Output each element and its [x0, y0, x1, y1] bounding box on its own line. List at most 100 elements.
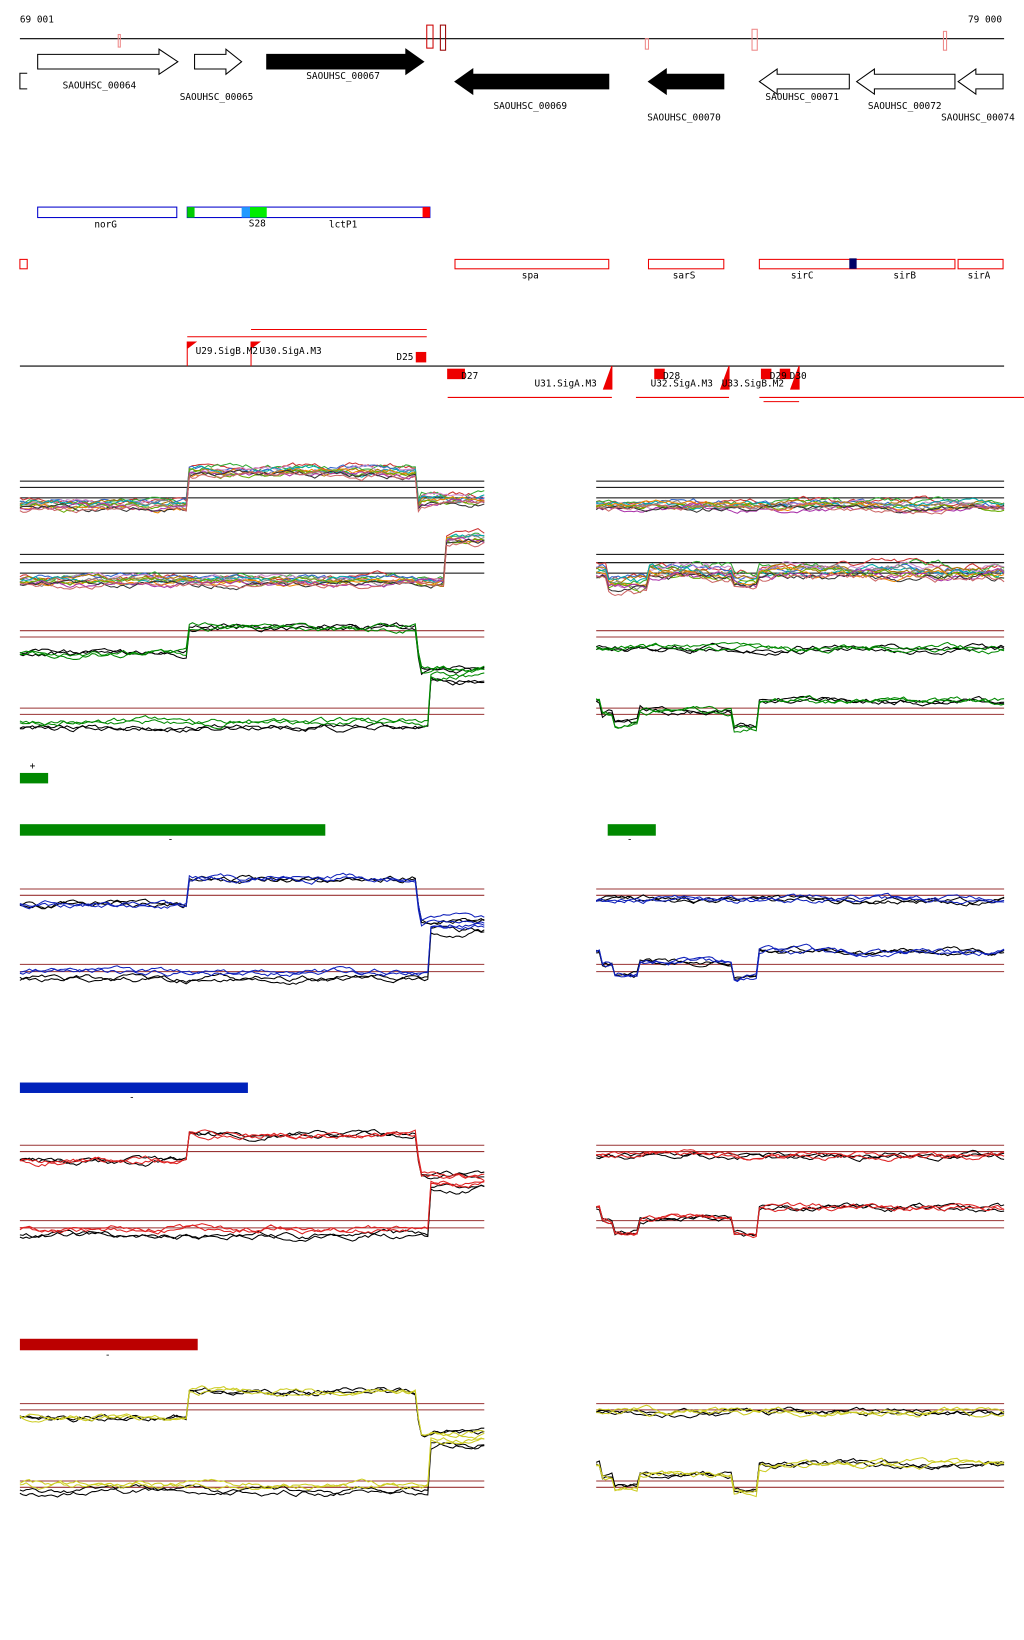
promoter — [760, 368, 772, 380]
promoter-label: U32.SigA.M3 — [651, 378, 713, 389]
promoter-label: U33.SigB.M2 — [722, 378, 784, 389]
ruler — [19, 24, 1005, 51]
strand-bar — [19, 1082, 248, 1093]
feature-mark — [849, 258, 857, 269]
signal-trace — [19, 470, 485, 513]
strand-label: - — [129, 1093, 135, 1104]
promoter-label: D29 — [770, 371, 787, 382]
promoter-label: D28 — [663, 371, 680, 382]
signal-trace — [595, 564, 1005, 591]
gene-arrow — [194, 48, 243, 76]
strand-bar — [19, 1338, 198, 1351]
signal-trace — [596, 1457, 1005, 1493]
feature-box — [647, 258, 725, 270]
feature-label: sirC — [791, 271, 814, 282]
signal-trace — [19, 622, 485, 672]
strand-bar — [607, 824, 656, 836]
signal-trace — [596, 567, 1005, 591]
signal-trace — [19, 921, 485, 978]
strand-label: + — [30, 761, 36, 772]
signal-trace — [19, 676, 485, 733]
signal-trace — [19, 876, 485, 925]
signal-trace — [596, 642, 1005, 656]
gene-label: SAOUHSC_00074 — [941, 113, 1015, 124]
signal-trace — [19, 622, 485, 674]
marker — [426, 24, 434, 49]
strand-bar — [19, 824, 326, 836]
signal-trace — [595, 944, 1005, 982]
gene-label: SAOUHSC_00069 — [493, 101, 567, 112]
feature-label: norG — [94, 219, 117, 230]
promoter-label: U31.SigA.M3 — [534, 378, 596, 389]
feature-box — [186, 206, 431, 219]
promoter-label: D30 — [790, 371, 807, 382]
gene-label: SAOUHSC_00070 — [647, 113, 721, 124]
gene-arrow — [266, 48, 425, 76]
feature-label: sarS — [673, 271, 696, 282]
marker — [644, 38, 650, 50]
signal-trace — [595, 694, 1005, 732]
feature-box — [37, 206, 178, 219]
signal-trace — [19, 874, 485, 921]
signal-trace — [596, 1202, 1005, 1237]
feature-box — [957, 258, 1004, 270]
signal-trace — [19, 924, 485, 976]
signal-trace — [19, 538, 485, 585]
signal-trace — [595, 504, 1005, 514]
marker — [439, 24, 447, 51]
feature-label: spa — [522, 271, 539, 282]
signal-trace — [596, 503, 1005, 514]
signal-trace — [19, 1387, 485, 1440]
promoter — [415, 351, 427, 363]
signal-trace — [19, 925, 485, 985]
signal-trace — [595, 557, 1005, 581]
gene-arrow — [957, 68, 1004, 96]
signal-trace — [19, 462, 485, 506]
feature-mark — [187, 207, 195, 218]
signal-trace — [596, 642, 1005, 655]
promoter — [186, 341, 198, 367]
feature-label: sirA — [968, 271, 991, 282]
feature-box — [758, 258, 956, 270]
signal-trace — [595, 643, 1005, 656]
signal-trace — [19, 532, 485, 584]
feature-label: S28 — [249, 218, 266, 229]
marker — [942, 30, 948, 51]
signal-trace — [596, 894, 1005, 905]
signal-trace — [19, 1437, 485, 1491]
signal-trace — [19, 1385, 485, 1438]
signal-trace — [596, 502, 1005, 515]
gene — [19, 72, 28, 90]
gene-arrow — [37, 48, 179, 76]
promoter — [447, 368, 465, 380]
signal-trace — [19, 929, 485, 985]
signal-trace — [596, 696, 1005, 733]
promoter — [250, 341, 261, 367]
signal-trace — [595, 563, 1005, 583]
promoter — [719, 365, 730, 390]
promoter — [654, 368, 665, 380]
gene-arrow — [855, 68, 956, 96]
signal-trace — [19, 470, 485, 514]
signal-trace — [596, 1406, 1005, 1418]
promoter-label: U30.SigA.M3 — [259, 346, 321, 357]
gene-label: SAOUHSC_00071 — [765, 92, 839, 103]
signal-trace — [596, 1149, 1005, 1163]
signal-trace — [595, 894, 1005, 905]
gene-label: SAOUHSC_00064 — [63, 80, 137, 91]
feature-box — [19, 258, 28, 270]
gene-label: SAOUHSC_00072 — [868, 101, 942, 112]
feature-mark — [422, 207, 430, 218]
feature-box — [454, 258, 610, 270]
signal-trace — [595, 1203, 1005, 1239]
signal-trace — [595, 499, 1005, 511]
feature-mark — [241, 207, 250, 218]
signal-trace — [19, 1180, 485, 1234]
signal-trace — [596, 695, 1005, 730]
signal-trace — [596, 572, 1005, 596]
signal-trace — [19, 679, 485, 733]
strand-label: - — [627, 834, 633, 845]
promoter-label: D25 — [396, 352, 413, 363]
